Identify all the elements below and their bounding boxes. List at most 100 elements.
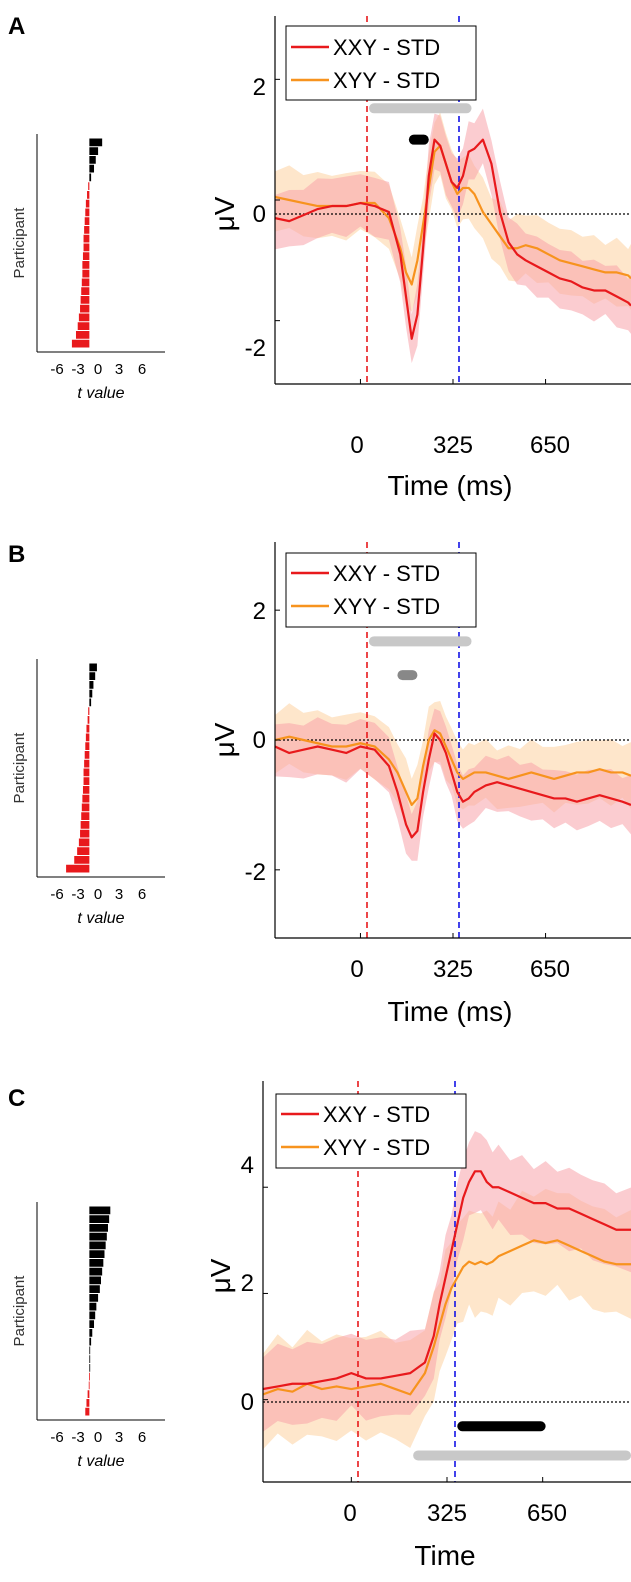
xxy-line xyxy=(263,1170,631,1391)
inset-t-bar xyxy=(89,1294,99,1302)
inset-t-bar xyxy=(89,1320,95,1328)
inset-t-bar xyxy=(89,164,95,173)
main-b-xtick-label: 650 xyxy=(530,956,570,983)
inset-t-bar xyxy=(89,1250,105,1258)
main-a: 2 0 -2 0 325 650 μV Time (ms) XXY - STD … xyxy=(209,16,631,501)
inset-t-bar xyxy=(85,199,90,208)
inset-t-bar xyxy=(89,147,99,155)
inset-c-xlabel: t value xyxy=(77,1453,124,1470)
inset-t-bar xyxy=(81,287,90,295)
inset-t-bar xyxy=(85,208,90,217)
xxy-line xyxy=(275,732,631,839)
inset-t-bar xyxy=(89,1302,97,1311)
main-a-xtick-label: 650 xyxy=(530,432,570,459)
main-c-ytick-label: 2 xyxy=(241,1270,254,1297)
inset-t-bar xyxy=(80,829,90,838)
inset-t-bar xyxy=(83,243,90,252)
inset-b-xlabel: t value xyxy=(77,910,124,927)
inset-b-bars xyxy=(66,663,97,873)
inset-c-xtick: 6 xyxy=(138,1429,146,1446)
inset-b-xtick: 0 xyxy=(94,886,102,903)
main-b: 2 0 -2 0 325 650 μV Time (ms) XXY - STD … xyxy=(209,542,631,1027)
inset-b-xtick: -3 xyxy=(71,886,84,903)
panel-c: Participant -6 -3 0 3 6 t value 4 2 0 0 xyxy=(11,1081,631,1571)
inset-c-bars xyxy=(85,1206,111,1416)
inset-t-bar xyxy=(89,672,96,680)
inset-c: Participant -6 -3 0 3 6 t value xyxy=(11,1202,165,1470)
inset-t-bar xyxy=(88,1381,90,1390)
panel-label-b: B xyxy=(8,541,25,568)
main-b-significance xyxy=(368,636,472,681)
main-c-lines xyxy=(263,1170,631,1396)
xyy-line xyxy=(275,729,631,807)
inset-t-bar xyxy=(83,777,90,785)
inset-t-bar xyxy=(89,173,92,182)
legend-c-xyy-label: XYY - STD xyxy=(323,1135,430,1160)
inset-a-xtick: 0 xyxy=(94,361,102,378)
inset-t-bar xyxy=(82,786,90,794)
xxy-confidence-band xyxy=(263,1131,631,1432)
main-c-xlabel: Time xyxy=(414,1540,475,1571)
significance-bar xyxy=(368,103,472,114)
inset-a-xtick: 3 xyxy=(115,361,123,378)
inset-t-bar xyxy=(86,724,90,733)
inset-b-xtick: -6 xyxy=(50,886,63,903)
inset-t-bar xyxy=(80,821,90,829)
legend-b-xxy-label: XXY - STD xyxy=(333,561,440,586)
inset-a-xtick: 6 xyxy=(138,361,146,378)
inset-t-bar xyxy=(89,1232,107,1241)
main-b-ytick-label: -2 xyxy=(245,859,266,886)
inset-t-bar xyxy=(80,304,90,313)
main-b-ytick-label: 0 xyxy=(253,727,266,754)
inset-t-bar xyxy=(89,1206,111,1215)
inset-b-xtick: 6 xyxy=(138,886,146,903)
inset-t-bar xyxy=(85,733,90,742)
inset-t-bar xyxy=(89,1215,110,1223)
inset-t-bar xyxy=(82,252,90,260)
inset-t-bar xyxy=(78,838,90,847)
inset-c-xtick: -3 xyxy=(71,1429,84,1446)
main-c-xtick-label: 650 xyxy=(527,1500,567,1527)
inset-t-bar xyxy=(89,1267,103,1276)
main-b-ytick-label: 2 xyxy=(253,598,266,625)
significance-bar xyxy=(408,134,429,145)
inset-t-bar xyxy=(86,1399,90,1407)
main-a-xlabel: Time (ms) xyxy=(388,470,513,501)
main-a-xtick-label: 0 xyxy=(350,432,363,459)
panel-a: Participant -6 -3 0 3 6 t value 2 0 -2 0 xyxy=(11,16,631,501)
inset-t-bar xyxy=(88,707,90,715)
inset-t-bar xyxy=(89,689,93,698)
main-b-ticks xyxy=(275,609,547,938)
inset-t-bar xyxy=(89,1329,93,1337)
main-a-ytick-label: 2 xyxy=(253,74,266,101)
inset-t-bar xyxy=(87,716,90,724)
inset-a-xtick: -6 xyxy=(50,361,63,378)
xxy-confidence-band xyxy=(275,108,631,364)
legend-a-xxy-label: XXY - STD xyxy=(333,35,440,60)
inset-a-ylabel: Participant xyxy=(11,207,28,279)
main-b-legend: XXY - STD XYY - STD xyxy=(285,552,477,628)
significance-bar xyxy=(368,636,472,647)
inset-t-bar xyxy=(83,234,90,243)
inset-t-bar xyxy=(89,1372,90,1381)
inset-t-bar xyxy=(82,261,90,269)
main-c-xtick-label: 0 xyxy=(343,1500,356,1527)
panel-label-a: A xyxy=(8,13,25,40)
inset-t-bar xyxy=(89,1337,92,1346)
inset-t-bar xyxy=(89,681,94,689)
inset-t-bar xyxy=(81,278,90,287)
main-a-ticks xyxy=(275,78,547,384)
inset-t-bar xyxy=(82,794,90,803)
main-a-lines xyxy=(275,138,631,340)
main-c-ytick-label: 0 xyxy=(241,1389,254,1416)
inset-t-bar xyxy=(85,1407,90,1416)
inset-c-xtick: 0 xyxy=(94,1429,102,1446)
inset-t-bar xyxy=(89,1346,91,1355)
inset-t-bar xyxy=(84,226,90,234)
inset-t-bar xyxy=(74,856,90,864)
inset-t-bar xyxy=(89,1364,91,1372)
inset-t-bar xyxy=(66,864,90,873)
inset-t-bar xyxy=(85,742,90,750)
inset-t-bar xyxy=(89,1241,106,1250)
